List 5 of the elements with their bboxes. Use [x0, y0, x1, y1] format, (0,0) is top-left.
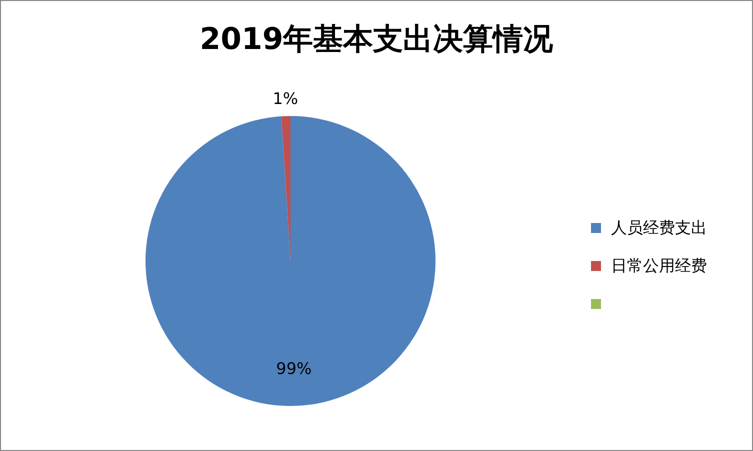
legend-label: 日常公用经费: [611, 256, 707, 276]
legend-label: 人员经费支出: [611, 218, 707, 238]
data-label: 99%: [276, 358, 312, 378]
chart-title: 2019年基本支出决算情况: [198, 21, 554, 59]
data-label: 1%: [272, 89, 298, 108]
